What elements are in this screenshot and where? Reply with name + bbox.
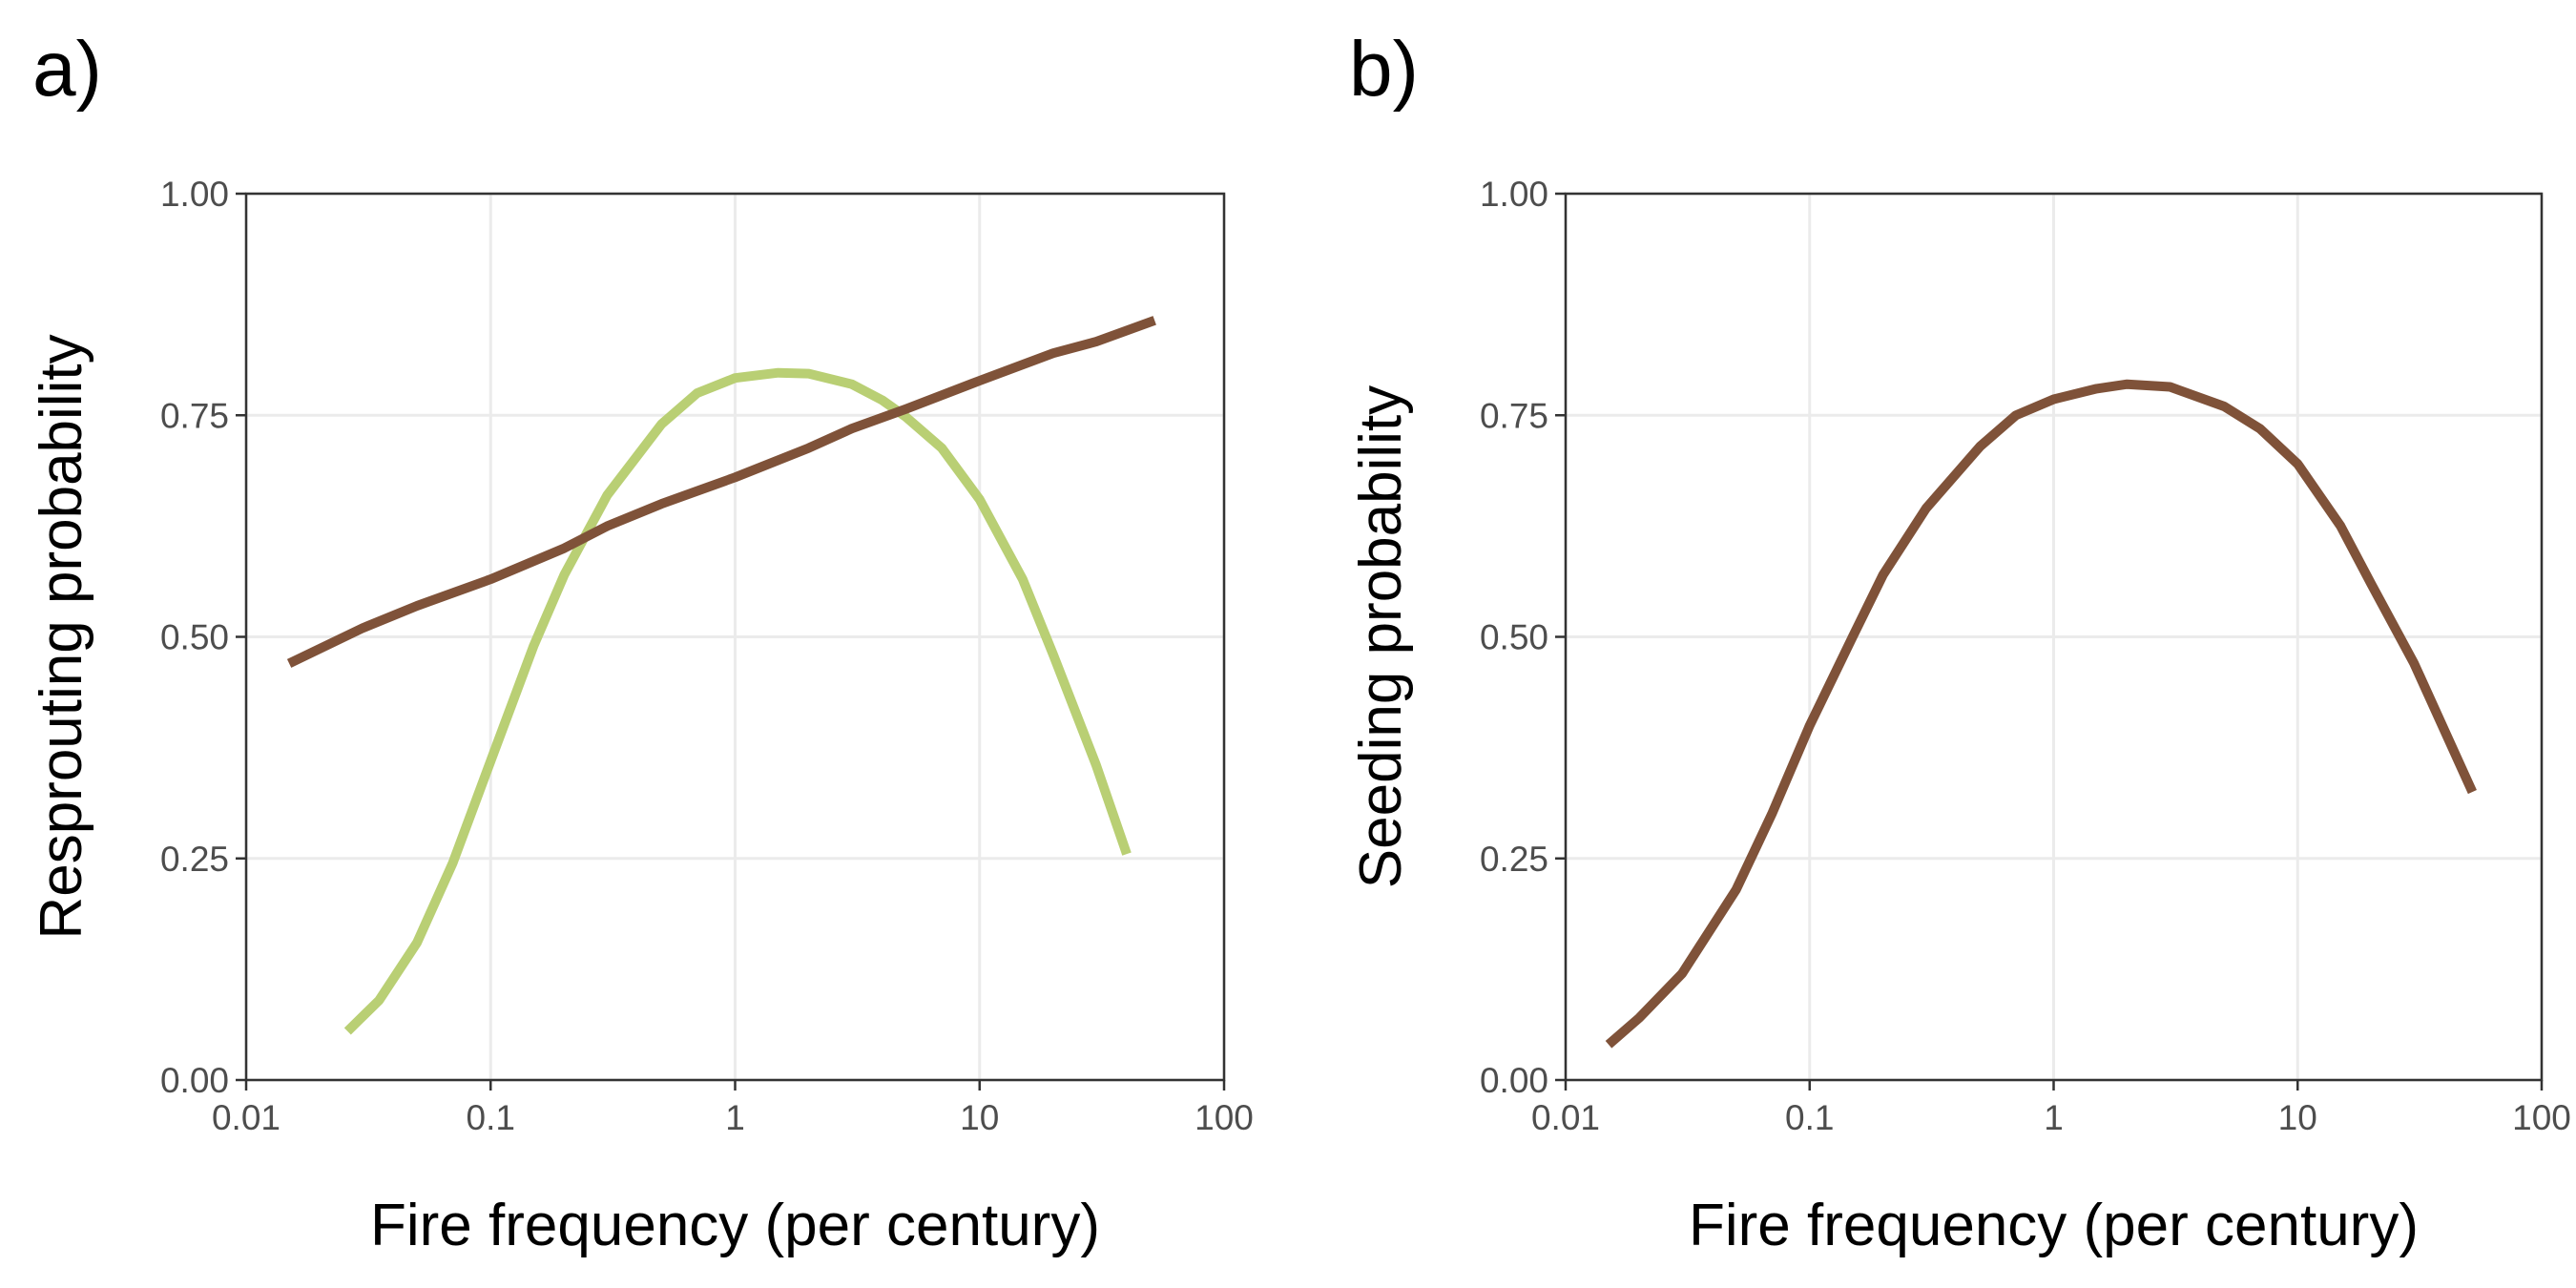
series-line-1 xyxy=(1605,379,2477,1049)
x-tick-label: 100 xyxy=(1195,1098,1254,1137)
panel-label: b) xyxy=(1349,26,1419,113)
x-tick-label: 0.1 xyxy=(1785,1098,1834,1137)
x-axis-title: Fire frequency (per century) xyxy=(370,1193,1100,1258)
panel-label: a) xyxy=(32,26,102,113)
y-tick-label: 0.75 xyxy=(1480,396,1548,435)
x-tick-label: 0.01 xyxy=(212,1098,280,1137)
x-tick-label: 1 xyxy=(2044,1098,2064,1137)
x-tick-label: 100 xyxy=(2512,1098,2571,1137)
y-tick-label: 1.00 xyxy=(160,175,229,214)
y-axis-title: Seeding probability xyxy=(1348,385,1414,888)
y-tick-label: 0.00 xyxy=(1480,1061,1548,1100)
y-tick-label: 0.50 xyxy=(1480,618,1548,657)
series-line-2 xyxy=(286,316,1156,668)
series-line-1 xyxy=(343,367,1132,1035)
x-tick-label: 0.1 xyxy=(467,1098,515,1137)
y-tick-label: 0.75 xyxy=(160,396,229,435)
y-axis-title: Resprouting probability xyxy=(29,334,94,939)
x-tick-label: 10 xyxy=(960,1098,999,1137)
x-tick-label: 1 xyxy=(725,1098,745,1137)
y-tick-label: 0.50 xyxy=(160,618,229,657)
y-tick-label: 0.25 xyxy=(1480,840,1548,879)
y-tick-label: 0.00 xyxy=(160,1061,229,1100)
y-tick-label: 0.25 xyxy=(160,840,229,879)
y-tick-label: 1.00 xyxy=(1480,175,1548,214)
x-axis-title: Fire frequency (per century) xyxy=(1689,1193,2419,1258)
x-tick-label: 10 xyxy=(2278,1098,2317,1137)
x-tick-label: 0.01 xyxy=(1531,1098,1600,1137)
